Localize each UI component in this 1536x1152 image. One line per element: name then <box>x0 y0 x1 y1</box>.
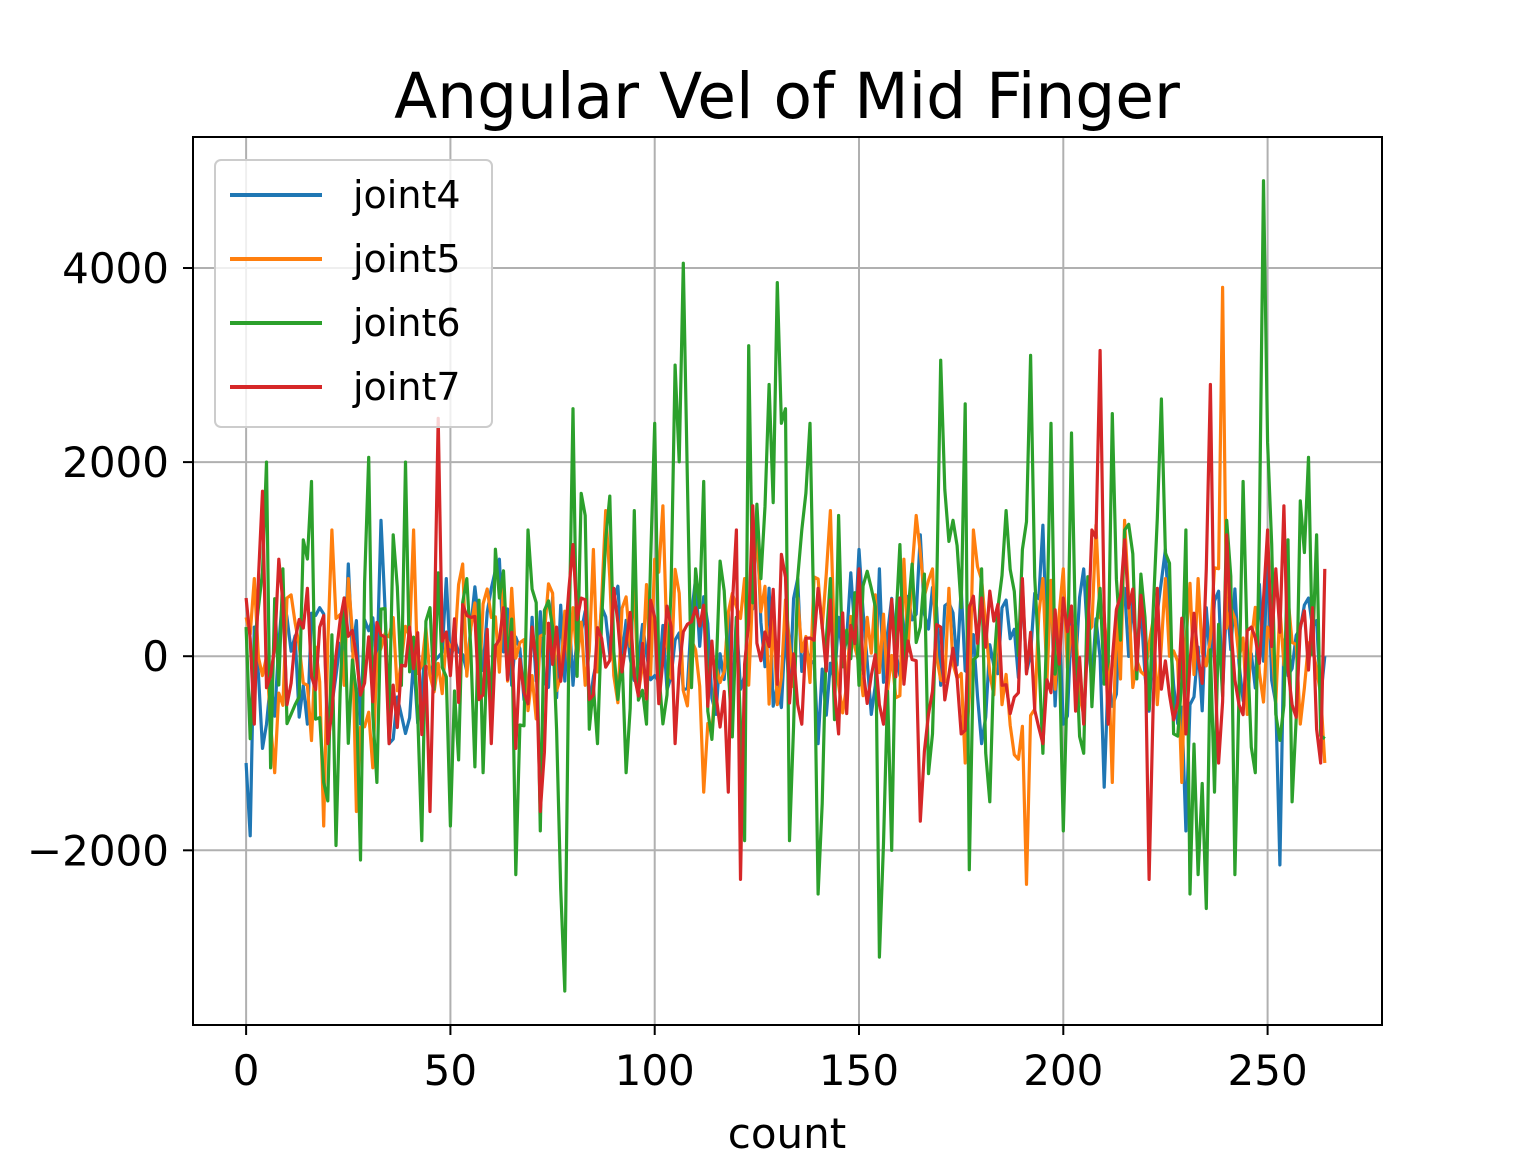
series-lines <box>244 179 1327 993</box>
series-line-joint7 <box>244 348 1327 881</box>
legend-label-joint7: joint7 <box>352 365 461 409</box>
legend-label-joint4: joint4 <box>352 173 461 217</box>
legend-label-joint5: joint5 <box>352 237 461 281</box>
x-tick-label: 0 <box>233 1046 260 1095</box>
series-line-joint6 <box>244 179 1326 993</box>
x-tick-label: 50 <box>424 1046 477 1095</box>
x-tick-label: 100 <box>615 1046 695 1095</box>
x-axis-label: count <box>728 1109 847 1152</box>
legend-box <box>214 159 493 428</box>
legend: joint4 joint5 joint6 joint7 <box>214 159 493 428</box>
axis-ticks: 0 50 100 150 200 250 −2000 0 2000 4000 <box>27 244 1308 1095</box>
x-tick-label: 200 <box>1023 1046 1103 1095</box>
plot-frame <box>192 136 1383 1026</box>
x-tick-label: 150 <box>819 1046 899 1095</box>
chart-title: Angular Vel of Mid Finger <box>394 60 1180 133</box>
y-tick-label: −2000 <box>27 826 169 875</box>
x-tick-label: 250 <box>1228 1046 1308 1095</box>
y-tick-label: 0 <box>142 632 169 681</box>
y-tick-label: 4000 <box>62 244 169 293</box>
y-tick-label: 2000 <box>62 438 169 487</box>
legend-label-joint6: joint6 <box>352 301 461 345</box>
